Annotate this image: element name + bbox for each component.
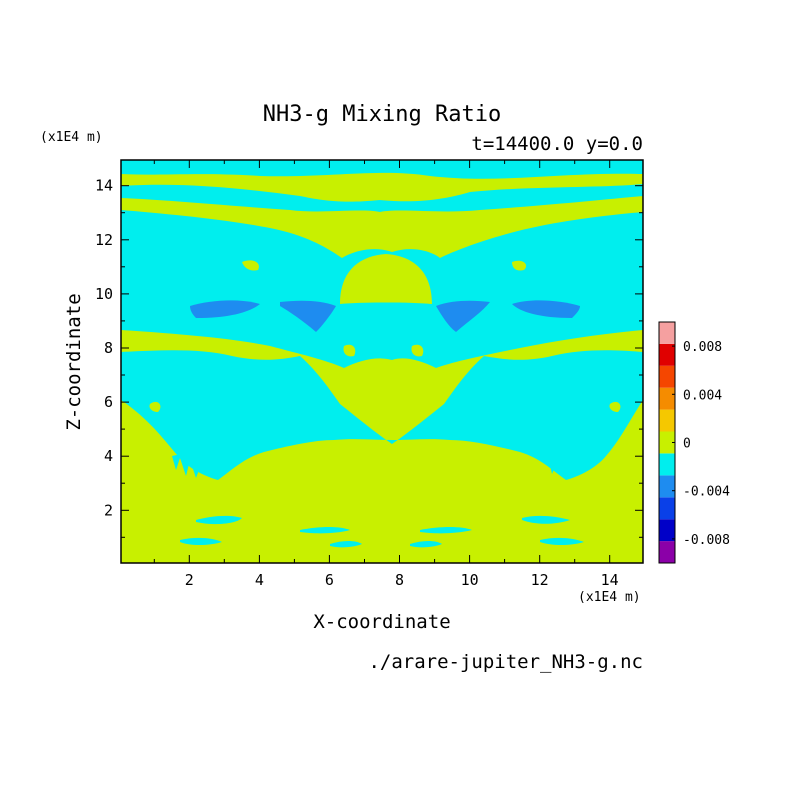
x-axis-ticks: [153, 160, 611, 563]
negative-region: [300, 527, 350, 534]
positive-region: [149, 401, 161, 412]
x-axis-tick-labels: 2 4 6 8 10 12 14: [185, 571, 619, 589]
strong-negative-region: [190, 300, 260, 318]
x-axis-label: X-coordinate: [313, 611, 450, 633]
colorbar-segment: [659, 365, 675, 388]
negative-region: [121, 184, 643, 212]
colorbar-ticks: 0.008 0.004 0 -0.004 -0.008: [672, 340, 730, 548]
chart-subtitle: t=14400.0 y=0.0: [471, 133, 643, 155]
negative-region: [548, 450, 584, 478]
x-tick-label: 14: [601, 571, 619, 589]
negative-region: [196, 515, 242, 525]
negative-region: [172, 450, 206, 478]
negative-region: [420, 527, 472, 534]
y-axis-tick-labels: 2 4 6 8 10 12 14: [95, 177, 113, 520]
colorbar-segment: [659, 322, 675, 344]
positive-region: [411, 344, 424, 357]
colorbar-segment: [659, 497, 675, 520]
colorbar-segment: [659, 387, 675, 410]
contour-field: [121, 160, 643, 563]
y-tick-label: 14: [95, 177, 113, 195]
x-tick-label: 10: [461, 571, 479, 589]
colorbar-tick-label: -0.004: [683, 485, 730, 500]
y-axis-label: Z-coordinate: [63, 293, 85, 430]
y-tick-label: 10: [95, 285, 113, 303]
y-axis-ticks: [121, 185, 643, 538]
colorbar-segment: [659, 541, 675, 563]
x-tick-label: 8: [395, 571, 404, 589]
positive-region: [343, 344, 356, 357]
strong-negative-region: [436, 300, 490, 332]
negative-region: [540, 537, 584, 545]
strong-negative-region: [512, 300, 580, 318]
strong-negative-region: [280, 300, 336, 332]
colorbar-segment: [659, 453, 675, 476]
plot-frame: [120, 159, 644, 564]
colorbar-tick-label: 0.004: [683, 388, 722, 403]
positive-region: [242, 260, 259, 271]
negative-region: [121, 249, 165, 320]
negative-region: [599, 249, 643, 320]
colorbar: [659, 322, 675, 563]
colorbar-segment: [659, 519, 675, 542]
negative-region: [180, 537, 222, 545]
negative-region: [330, 541, 362, 548]
chart-title: NH3-g Mixing Ratio: [263, 102, 501, 127]
strong-negative-regions: [190, 300, 580, 332]
x-tick-label: 12: [531, 571, 549, 589]
y-tick-label: 6: [104, 393, 113, 411]
positive-regions: [149, 254, 621, 412]
x-unit-label: (x1E4 m): [578, 590, 641, 605]
y-tick-label: 4: [104, 447, 113, 465]
x-tick-label: 2: [185, 571, 194, 589]
y-tick-label: 12: [95, 231, 113, 249]
negative-region: [410, 541, 442, 548]
x-tick-label: 6: [325, 571, 334, 589]
colorbar-tick-label: 0: [683, 437, 691, 452]
negative-region: [121, 160, 643, 179]
colorbar-tick-label: -0.008: [683, 533, 730, 548]
negative-region: [121, 350, 643, 480]
y-tick-label: 8: [104, 339, 113, 357]
negative-region: [522, 515, 570, 524]
colorbar-segment: [659, 343, 675, 366]
y-tick-label: 2: [104, 501, 113, 519]
positive-region: [609, 401, 621, 412]
colorbar-segment: [659, 409, 675, 432]
positive-region: [340, 254, 432, 304]
colorbar-segment: [659, 475, 675, 498]
positive-region: [512, 260, 527, 271]
colorbar-segment: [659, 431, 675, 454]
colorbar-tick-label: 0.008: [683, 340, 722, 355]
source-filename: ./arare-jupiter_NH3-g.nc: [368, 651, 643, 673]
y-unit-label: (x1E4 m): [40, 130, 103, 145]
x-tick-label: 4: [255, 571, 264, 589]
